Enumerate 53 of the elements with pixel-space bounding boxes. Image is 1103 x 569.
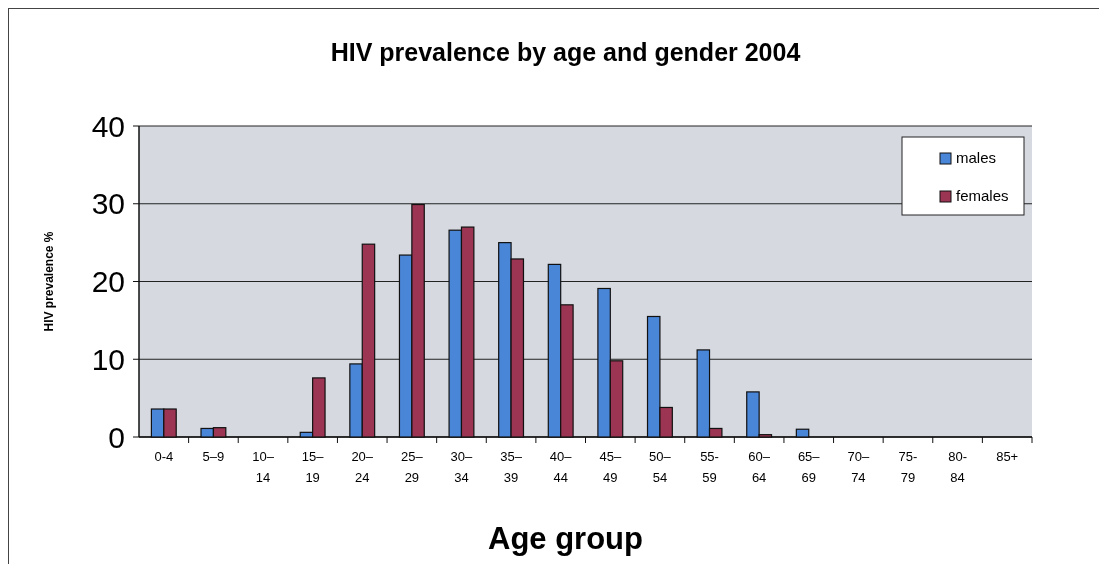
x-tick-label: 15–19	[301, 449, 325, 485]
y-axis-title: HIV prevalence %	[42, 231, 56, 332]
legend-label: females	[956, 187, 1009, 204]
bar	[510, 258, 525, 438]
bar	[299, 431, 314, 438]
bar	[646, 315, 661, 438]
x-tick-label: 50–54	[649, 449, 672, 485]
bar	[498, 242, 512, 438]
bar	[708, 427, 723, 438]
x-axis-title: Age group	[488, 521, 643, 556]
bar	[560, 304, 574, 438]
bar	[696, 349, 711, 438]
x-tick-label: 30–34	[450, 449, 474, 485]
chart-title: HIV prevalence by age and gender 2004	[330, 38, 801, 66]
bar	[150, 408, 165, 438]
bar	[448, 229, 463, 438]
bar	[460, 226, 475, 438]
x-tick-label: 40–44	[549, 449, 573, 485]
x-tick-label: 10–14	[252, 449, 275, 485]
x-tick-label: 80-84	[948, 449, 967, 485]
bar	[659, 406, 673, 438]
bar	[746, 391, 760, 438]
bar	[200, 427, 215, 438]
y-tick-label: 40	[91, 109, 125, 143]
bar	[547, 263, 562, 438]
bar	[361, 243, 376, 438]
x-tick-label: 85+	[996, 449, 1019, 464]
x-tick-label: 5–9	[202, 449, 225, 464]
bar	[212, 427, 227, 438]
y-tick-label: 10	[91, 342, 125, 376]
y-tick-label: 30	[91, 187, 125, 221]
bar	[795, 428, 810, 438]
x-tick-label: 55-59	[700, 449, 719, 485]
y-tick-label: 0	[108, 420, 125, 454]
y-tick-label: 20	[91, 265, 125, 298]
bar	[312, 377, 326, 438]
x-tick-label: 45–49	[599, 449, 622, 485]
bar	[597, 287, 611, 438]
x-tick-label: 20–24	[351, 449, 374, 485]
x-tick-label: 65–69	[797, 449, 821, 485]
page-frame: HIV prevalence by age and gender 2004 0 10 20 30 40 0-4 5–9 10–14 15–19 20–24 25–29 30–34 35–39 40–44 45–49 50–54 55-59 60–64 65–69 70–74 75-79 80-84 85+ Age group HIV prevalence % males females	[8, 8, 1099, 564]
x-tick-label: 70–74	[847, 449, 870, 485]
bar	[758, 434, 773, 438]
x-tick-label: 0-4	[154, 449, 174, 464]
legend-label: males	[956, 149, 997, 166]
bar	[411, 203, 425, 438]
x-tick-label: 60–64	[748, 449, 771, 485]
bar	[163, 408, 177, 438]
bar	[349, 363, 363, 438]
x-tick-label: 25–29	[401, 449, 424, 485]
x-tick-label: 75-79	[898, 449, 918, 485]
bar	[609, 360, 624, 438]
x-tick-label: 35–39	[500, 449, 523, 485]
